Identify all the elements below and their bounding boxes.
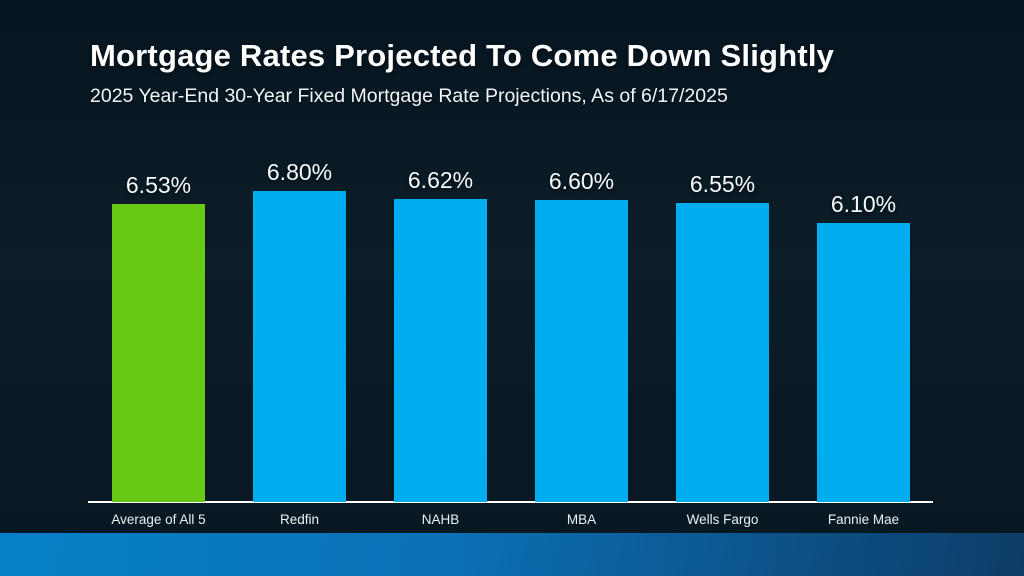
bar-value-label-redfin: 6.80% — [266, 159, 333, 185]
footer-accent-band — [0, 533, 1024, 576]
bar-fannie-mae — [817, 223, 910, 502]
bar-category-label-average-of-all-5: Average of All 5 — [111, 512, 206, 527]
bar-value-label-nahb: 6.62% — [407, 167, 474, 193]
bar-category-label-wells-fargo: Wells Fargo — [686, 512, 759, 527]
bar-category-label-fannie-mae: Fannie Mae — [827, 512, 900, 527]
bar-value-label-wells-fargo: 6.55% — [689, 171, 756, 197]
bar-value-label-mba: 6.60% — [548, 168, 615, 194]
bar-mba — [535, 200, 628, 502]
bar-value-label-fannie-mae: 6.10% — [830, 191, 897, 217]
bar-redfin — [253, 191, 346, 502]
x-axis-line — [88, 501, 933, 503]
bar-wells-fargo — [676, 203, 769, 502]
bar-value-label-average-of-all-5: 6.53% — [125, 172, 192, 198]
bar-nahb — [394, 199, 487, 502]
bar-average-of-all-5 — [112, 204, 205, 502]
bar-category-label-redfin: Redfin — [279, 512, 320, 527]
chart-subtitle: 2025 Year-End 30-Year Fixed Mortgage Rat… — [90, 85, 728, 107]
chart-title: Mortgage Rates Projected To Come Down Sl… — [90, 38, 835, 73]
bar-category-label-nahb: NAHB — [421, 512, 460, 527]
bar-category-label-mba: MBA — [566, 512, 597, 527]
